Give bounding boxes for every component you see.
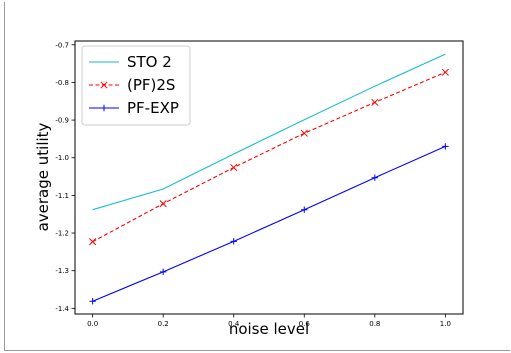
- series-line-pf-exp: [92, 145, 446, 302]
- data-point-pf-2s: [89, 238, 97, 246]
- x-tick-label: 0.0: [87, 320, 98, 328]
- data-point-pf-exp: [442, 143, 449, 150]
- data-point-pf-exp: [159, 268, 167, 276]
- series-line-sto-2: [92, 53, 446, 211]
- data-point-pf-2s: [230, 163, 238, 172]
- legend-marker-pf-exp: [100, 104, 108, 112]
- legend-marker-pf-2s: [100, 81, 108, 89]
- data-point-pf-2s: [371, 98, 379, 106]
- x-tick-label: 1.0: [440, 320, 451, 328]
- data-point-pf-2s: [300, 129, 308, 137]
- figure-frame: [4, 2, 510, 351]
- data-point-pf-exp: [230, 238, 237, 245]
- y-tick-label: -0.8: [55, 79, 69, 87]
- data-point-pf-2s: [159, 200, 167, 208]
- y-tick-label: -0.9: [55, 117, 69, 125]
- data-point-pf-exp: [89, 297, 96, 305]
- data-point-pf-exp: [301, 206, 308, 213]
- data-point-pf-exp: [371, 174, 379, 181]
- x-tick-label: 0.6: [299, 320, 311, 328]
- y-tick-label: -1.1: [55, 192, 69, 200]
- y-tick-label: -1.2: [55, 230, 69, 238]
- x-tick-label: 0.4: [228, 320, 240, 328]
- y-axis-label: average utility: [34, 122, 52, 231]
- legend-box: [81, 45, 191, 126]
- legend-label-pf-exp: PF-EXP: [127, 99, 179, 117]
- y-tick-label: -1.0: [55, 154, 69, 162]
- x-tick-label: 0.2: [158, 320, 169, 328]
- legend-label-sto-2: STO 2: [127, 53, 172, 71]
- y-tick-label: -1.3: [55, 267, 69, 275]
- series-line-pf-2s: [92, 71, 446, 243]
- y-tick-label: -0.7: [55, 41, 69, 49]
- legend-label-pf-2s: (PF)2S: [127, 76, 175, 94]
- data-point-pf-2s: [441, 68, 449, 76]
- plot-area: [74, 40, 464, 315]
- x-tick-label: 0.8: [369, 320, 380, 328]
- x-axis-label: noise level: [229, 320, 309, 338]
- legend: STO 2 (PF)2S PF-EXP: [81, 45, 191, 126]
- y-tick-label: -1.4: [55, 305, 69, 313]
